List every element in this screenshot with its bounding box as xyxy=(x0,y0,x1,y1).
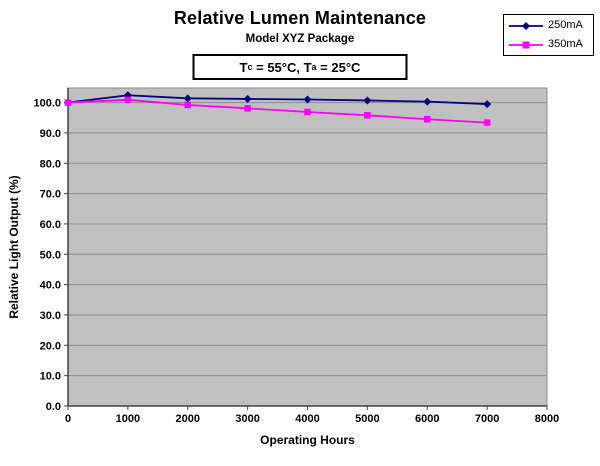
legend-marker-350mA xyxy=(522,41,530,48)
series-250mA-pt4000-marker xyxy=(303,95,312,104)
condition-text: T xyxy=(239,59,248,75)
series-350mA-pt4000-marker xyxy=(304,108,311,116)
y-tick-label-70: 70.0 xyxy=(40,189,61,201)
y-tick-label-80: 80.0 xyxy=(40,158,61,170)
y-tick-label-90: 90.0 xyxy=(40,128,61,140)
series-250mA-pt7000-marker xyxy=(483,100,492,109)
series-250mA-pt2000-marker xyxy=(183,94,192,103)
series-350mA-pt7000-marker xyxy=(483,119,491,126)
x-tick-label-1000: 1000 xyxy=(116,413,140,425)
y-tick-label-10: 10.0 xyxy=(40,371,61,383)
condition-text-end: = 25°C xyxy=(316,59,361,75)
x-tick-label-6000: 6000 xyxy=(415,413,439,425)
series-350mA xyxy=(64,96,491,126)
legend-item-350mA: 350mA xyxy=(508,36,589,53)
y-tick-label-40: 40.0 xyxy=(40,280,61,292)
series-250mA-pt6000-marker xyxy=(423,97,432,106)
y-axis-title: Relative Light Output (%) xyxy=(7,175,21,319)
x-tick-label-0: 0 xyxy=(65,413,71,425)
y-tick-label-60: 60.0 xyxy=(40,219,61,231)
legend-sample-350mA-icon xyxy=(509,41,543,48)
legend-marker-250mA xyxy=(522,21,530,30)
series-350mA-pt5000-marker xyxy=(364,112,371,119)
y-tick-label-50: 50.0 xyxy=(40,249,61,261)
legend-label-350mA: 350mA xyxy=(548,38,583,50)
y-tick-label-30: 30.0 xyxy=(40,310,61,322)
x-axis-title: Operating Hours xyxy=(260,433,355,447)
x-tick-label-3000: 3000 xyxy=(235,413,259,425)
series-250mA-pt5000-marker xyxy=(363,96,372,105)
legend-item-250mA: 250mA xyxy=(508,17,589,34)
legend: 250mA 350mA xyxy=(503,14,594,56)
y-tick-label-20: 20.0 xyxy=(40,340,61,352)
x-tick-label-8000: 8000 xyxy=(535,413,559,425)
y-tick-labels: 0.0 10.0 20.0 30.0 40.0 50.0 60.0 70.0 80.0 90.0 1… xyxy=(33,98,61,413)
series-350mA-pt0-marker xyxy=(64,99,72,106)
series-line-350mA xyxy=(67,98,488,124)
condition-sub-c: c xyxy=(247,62,253,72)
series-350mA-pt1000-marker xyxy=(124,96,132,104)
gridlines xyxy=(68,102,547,377)
chart-subtitle: Model XYZ Package xyxy=(245,33,355,45)
x-tick-label-4000: 4000 xyxy=(295,413,319,425)
series-line-250mA xyxy=(67,94,488,105)
x-tick-label-7000: 7000 xyxy=(475,413,499,425)
chart-title: Relative Lumen Maintenance xyxy=(173,8,427,28)
legend-sample-250mA-icon xyxy=(509,21,543,30)
y-tick-label-0: 0.0 xyxy=(46,401,61,413)
series-250mA-pt3000-marker xyxy=(243,94,252,103)
condition-text-mid: = 55°C, T xyxy=(252,59,312,75)
series-350mA-pt6000-marker xyxy=(424,116,431,123)
legend-label-250mA: 250mA xyxy=(548,19,583,31)
series-350mA-pt2000-marker xyxy=(184,101,191,109)
plot-area-bg xyxy=(67,87,548,407)
x-tick-label-5000: 5000 xyxy=(355,413,379,425)
series-350mA-pt3000-marker xyxy=(244,105,251,112)
x-tick-labels: 0 1000 2000 3000 4000 5000 6000 7000 8000 xyxy=(65,413,559,425)
y-tick-label-100: 100.0 xyxy=(33,98,61,110)
x-tick-label-2000: 2000 xyxy=(176,413,200,425)
condition-sub-a: a xyxy=(311,62,317,72)
